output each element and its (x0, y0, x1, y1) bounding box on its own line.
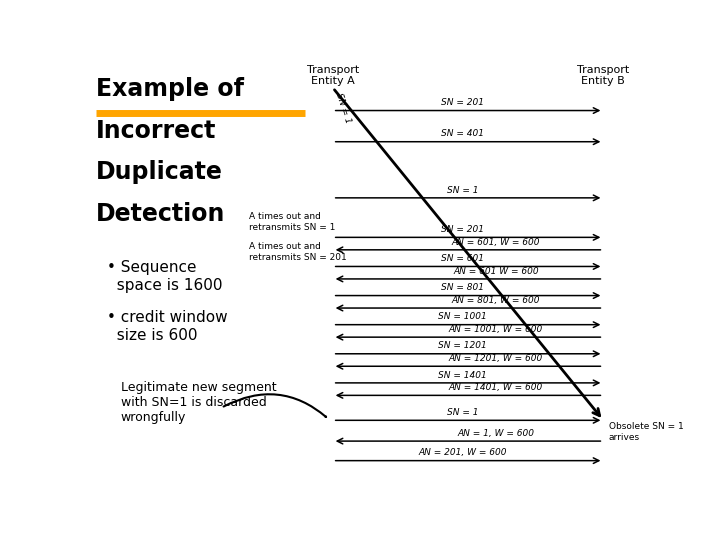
Text: Incorrect: Incorrect (96, 119, 216, 143)
Text: • Sequence
  space is 1600: • Sequence space is 1600 (107, 260, 222, 293)
Text: Transport
Entity A: Transport Entity A (307, 65, 359, 86)
Text: SN = 1001: SN = 1001 (438, 312, 487, 321)
Text: Detection: Detection (96, 202, 225, 226)
Text: SN = 601: SN = 601 (441, 254, 484, 263)
Text: AN = 1201, W = 600: AN = 1201, W = 600 (449, 354, 543, 363)
Text: Example of: Example of (96, 77, 243, 102)
FancyArrowPatch shape (224, 394, 326, 417)
Text: AN = 1, W = 600: AN = 1, W = 600 (457, 429, 534, 438)
Text: SN = 401: SN = 401 (441, 130, 484, 138)
Text: AN = 1401, W = 600: AN = 1401, W = 600 (449, 383, 543, 392)
Text: AN = 1001, W = 600: AN = 1001, W = 600 (449, 325, 543, 334)
Text: SN = 1: SN = 1 (446, 186, 478, 194)
Text: SN = 1: SN = 1 (334, 92, 353, 125)
Text: AN = 801, W = 600: AN = 801, W = 600 (451, 296, 540, 305)
Text: SN = 1201: SN = 1201 (438, 341, 487, 350)
Text: SN = 201: SN = 201 (441, 98, 484, 107)
Text: AN = 201, W = 600: AN = 201, W = 600 (418, 448, 507, 457)
Text: SN = 801: SN = 801 (441, 284, 484, 292)
Text: Duplicate: Duplicate (96, 160, 222, 185)
Text: AN = 601 W = 600: AN = 601 W = 600 (453, 267, 539, 275)
Text: Obsolete SN = 1
arrives: Obsolete SN = 1 arrives (609, 422, 684, 442)
Text: SN = 1: SN = 1 (446, 408, 478, 417)
Text: Transport
Entity B: Transport Entity B (577, 65, 629, 86)
Text: A times out and
retransmits SN = 1: A times out and retransmits SN = 1 (249, 212, 336, 232)
Text: • credit window
  size is 600: • credit window size is 600 (107, 310, 228, 342)
Text: A times out and
retransmits SN = 201: A times out and retransmits SN = 201 (249, 242, 347, 262)
Text: SN = 201: SN = 201 (441, 225, 484, 234)
Text: AN = 601, W = 600: AN = 601, W = 600 (451, 238, 540, 246)
Text: SN = 1401: SN = 1401 (438, 370, 487, 380)
Text: Legitimate new segment
with SN=1 is discarded
wrongfully: Legitimate new segment with SN=1 is disc… (121, 381, 276, 424)
